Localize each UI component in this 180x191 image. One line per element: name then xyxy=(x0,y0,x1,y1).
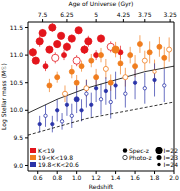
svg-text:1.0: 1.0 xyxy=(72,174,82,181)
svg-text:9.5: 9.5 xyxy=(13,134,23,141)
svg-text:7.5: 7.5 xyxy=(38,11,48,18)
html-text:K<19: K<19 xyxy=(38,147,55,154)
svg-text:3.75: 3.75 xyxy=(138,11,152,18)
svg-text:6.25: 6.25 xyxy=(60,11,74,18)
svg-text:10.0: 10.0 xyxy=(10,106,24,113)
html-text:19.8<K<20.6: 19.8<K<20.6 xyxy=(38,161,79,168)
html-text:I=24: I=24 xyxy=(163,161,178,168)
svg-text:5: 5 xyxy=(94,11,98,18)
html-text:I=22: I=22 xyxy=(163,147,178,154)
svg-text:Age of Universe (Gyr): Age of Universe (Gyr) xyxy=(69,0,134,8)
svg-text:1.8: 1.8 xyxy=(150,174,160,181)
svg-text:4.25: 4.25 xyxy=(117,11,131,18)
svg-text:1.6: 1.6 xyxy=(130,174,140,181)
svg-text:11.5: 11.5 xyxy=(10,24,24,31)
svg-text:0.8: 0.8 xyxy=(52,174,62,181)
svg-text:11.0: 11.0 xyxy=(10,51,24,58)
html-text:Photo-z: Photo-z xyxy=(129,154,152,161)
svg-text:0.6: 0.6 xyxy=(33,174,43,181)
html-text:Spec-z: Spec-z xyxy=(129,147,149,154)
svg-text:9.0: 9.0 xyxy=(13,162,23,169)
svg-text:Redshift: Redshift xyxy=(89,183,114,190)
svg-text:Log Stellar mass (M☉): Log Stellar mass (M☉) xyxy=(8,63,9,130)
svg-text:1.2: 1.2 xyxy=(91,174,101,181)
html-text:I=23: I=23 xyxy=(163,154,178,161)
svg-text:3.25: 3.25 xyxy=(163,11,172,18)
svg-text:2.0: 2.0 xyxy=(169,174,172,181)
svg-text:1.4: 1.4 xyxy=(111,174,121,181)
html-text:19<K<19.8: 19<K<19.8 xyxy=(38,154,73,161)
svg-text:10.5: 10.5 xyxy=(10,79,24,86)
